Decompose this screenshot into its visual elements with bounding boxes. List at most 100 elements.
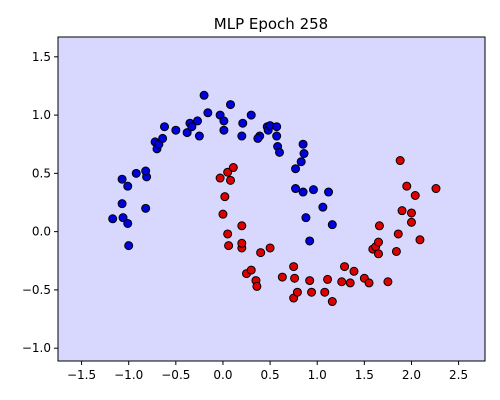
data-point-series1-49 [308, 185, 318, 195]
data-point-series1-38 [272, 122, 282, 132]
data-point-series2-19 [289, 262, 299, 272]
data-point-series2-38 [374, 221, 384, 231]
x-tick-label: 2.0 [402, 368, 421, 382]
x-tick-label: −0.5 [161, 368, 190, 382]
data-point-series1-44 [299, 149, 309, 159]
chart-title: MLP Epoch 258 [214, 15, 328, 33]
data-point-series1-42 [291, 184, 301, 194]
x-axis: −1.5 −1.0 −0.5 0.0 0.5 1.0 1.5 2.0 2.5 [67, 361, 468, 382]
data-point-series1-11 [141, 203, 151, 213]
data-point-series2-11 [237, 221, 247, 231]
data-point-series2-42 [395, 156, 405, 166]
data-point-series2-1 [215, 173, 225, 183]
data-point-series2-24 [307, 287, 317, 297]
data-point-series1-31 [246, 110, 256, 120]
plot-area [58, 37, 485, 361]
data-point-series1-48 [305, 236, 315, 246]
data-point-series1-33 [253, 133, 263, 143]
data-point-series1-18 [182, 128, 192, 138]
data-point-series2-48 [415, 235, 425, 245]
data-point-series1-24 [203, 108, 213, 118]
data-point-series1-51 [324, 187, 334, 197]
data-point-series2-45 [406, 208, 416, 218]
data-point-series1-1 [108, 214, 118, 224]
data-point-series2-29 [340, 262, 350, 272]
x-tick-label: −1.5 [67, 368, 96, 382]
data-point-series1-4 [123, 218, 133, 228]
data-point-series1-45 [298, 139, 308, 149]
data-point-series1-26 [219, 116, 229, 126]
data-point-series1-46 [298, 187, 308, 197]
data-point-series1-22 [194, 131, 204, 141]
data-point-series2-3 [226, 175, 235, 185]
data-point-series1-43 [296, 157, 306, 167]
data-point-series2-22 [292, 287, 302, 297]
data-point-series2-43 [397, 206, 407, 216]
data-point-series1-16 [160, 122, 170, 132]
y-tick-label: 1.5 [32, 50, 51, 64]
plot-frame [57, 36, 486, 362]
data-point-series2-20 [290, 273, 300, 283]
points-layer [108, 90, 441, 307]
x-tick-label: 0.0 [213, 368, 232, 382]
y-tick-label: −0.5 [22, 283, 51, 297]
data-point-series2-44 [402, 181, 412, 191]
data-point-series2-6 [220, 192, 230, 202]
data-point-series2-23 [305, 276, 315, 286]
data-point-series2-5 [218, 209, 228, 219]
data-point-series1-28 [226, 100, 235, 110]
data-point-series2-37 [373, 249, 383, 259]
data-point-series2-39 [383, 277, 393, 287]
data-point-series1-3 [117, 199, 127, 209]
data-point-series1-41 [291, 164, 301, 174]
data-point-series1-50 [318, 202, 328, 212]
x-tick-label: 2.5 [449, 368, 468, 382]
data-point-series1-8 [131, 168, 141, 178]
data-point-series2-17 [265, 243, 275, 253]
data-point-series1-6 [117, 174, 127, 184]
data-point-series1-30 [238, 118, 248, 128]
y-tick-label: 1.0 [32, 108, 51, 122]
data-point-series2-36 [373, 237, 383, 247]
data-point-series1-40 [275, 147, 285, 157]
data-point-series1-7 [123, 181, 133, 191]
y-tick-label: 0.5 [32, 166, 51, 180]
data-point-series2-26 [323, 274, 333, 284]
data-point-series2-13 [246, 265, 256, 275]
data-point-series1-10 [141, 166, 151, 176]
data-point-series1-17 [171, 125, 181, 135]
data-point-series1-23 [199, 90, 209, 100]
data-point-series2-41 [393, 229, 403, 239]
data-point-series1-52 [327, 220, 337, 230]
y-axis: −1.0 −0.5 0.0 0.5 1.0 1.5 [22, 50, 58, 355]
data-point-series2-46 [406, 217, 416, 227]
data-point-series2-2 [223, 167, 233, 177]
data-point-series2-25 [320, 287, 330, 297]
data-point-series2-4 [228, 163, 238, 173]
data-point-series2-49 [431, 184, 441, 194]
data-point-series2-15 [252, 281, 262, 291]
data-point-series1-2 [118, 213, 128, 223]
data-point-series2-47 [410, 191, 420, 200]
x-tick-label: −1.0 [114, 368, 143, 382]
data-point-series2-10 [237, 238, 247, 248]
data-point-series2-40 [391, 246, 401, 256]
data-point-series1-20 [187, 122, 197, 132]
data-point-series1-21 [193, 116, 203, 126]
data-point-series2-33 [364, 278, 374, 288]
data-point-series1-5 [124, 241, 134, 251]
x-tick-label: 0.5 [261, 368, 280, 382]
data-point-series1-15 [158, 133, 168, 143]
data-point-series1-29 [237, 131, 247, 141]
data-point-series2-30 [345, 278, 355, 288]
data-point-series2-27 [327, 297, 337, 307]
x-tick-label: 1.0 [308, 368, 327, 382]
data-point-series2-7 [223, 229, 233, 239]
data-point-series1-37 [272, 131, 282, 141]
y-tick-label: 0.0 [32, 225, 51, 239]
data-point-series1-27 [219, 125, 229, 135]
y-tick-label: −1.0 [22, 341, 51, 355]
data-point-series2-8 [224, 241, 234, 251]
data-point-series2-31 [349, 266, 359, 276]
